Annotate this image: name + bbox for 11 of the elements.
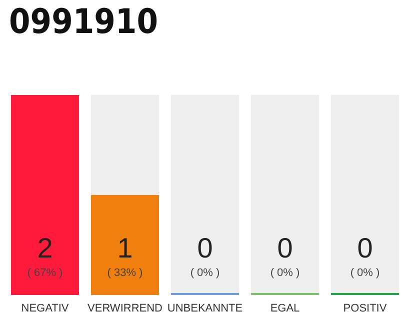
x-tick-label: EGAL	[270, 302, 300, 314]
data-label: 2 ( 67% )	[27, 232, 63, 279]
data-label: 0 ( 0% )	[350, 232, 380, 279]
x-tick-label: VERWIRREND	[88, 302, 163, 314]
x-tick-label: UNBEKANNTE	[167, 302, 243, 314]
data-label: 0 ( 0% )	[190, 232, 220, 279]
x-tick-label: POSITIV	[343, 302, 388, 314]
data-label: 1 ( 33% )	[107, 232, 143, 279]
chart-title: 0991910	[9, 2, 158, 42]
data-label: 0 ( 0% )	[270, 232, 300, 279]
x-tick-label: NEGATIV	[21, 302, 70, 314]
